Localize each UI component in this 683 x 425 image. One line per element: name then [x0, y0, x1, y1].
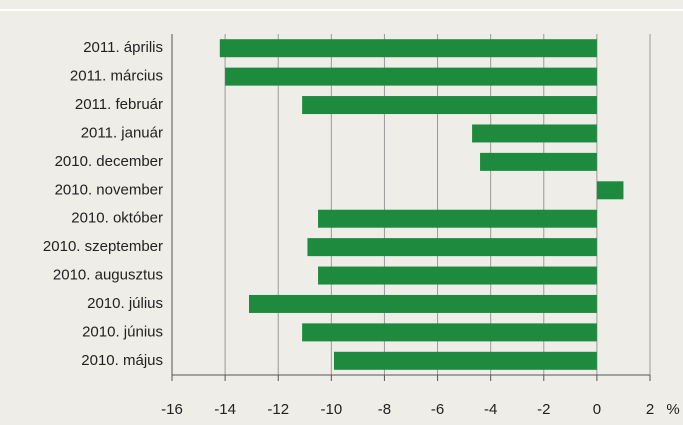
- x-tick-label: -8: [378, 401, 391, 418]
- y-tick-label: 2010. szeptember: [43, 238, 163, 255]
- x-tick-label: -4: [484, 401, 497, 418]
- bar: [249, 294, 597, 313]
- x-tick-label: -10: [320, 401, 342, 418]
- x-axis-label: %: [666, 401, 679, 418]
- bar: [302, 96, 597, 115]
- y-tick-label: 2010. május: [81, 352, 163, 369]
- bar: [318, 266, 597, 285]
- y-tick-label: 2010. december: [55, 153, 163, 170]
- bar: [219, 39, 597, 58]
- y-tick-label: 2010. június: [82, 323, 163, 340]
- bar: [302, 323, 597, 342]
- x-tick-label: -16: [161, 401, 183, 418]
- bar: [307, 238, 597, 257]
- y-tick-label: 2011. április: [83, 39, 163, 56]
- x-tick-label: -2: [537, 401, 550, 418]
- bar: [333, 351, 597, 370]
- bar: [480, 152, 597, 171]
- y-tick-label: 2011. február: [75, 96, 163, 113]
- y-tick-label: 2010. október: [71, 210, 163, 227]
- x-tick-label: -12: [267, 401, 289, 418]
- x-tick-label: 2: [646, 401, 654, 418]
- y-tick-label: 2011. március: [70, 68, 163, 85]
- x-tick-label: -14: [214, 401, 236, 418]
- bar: [225, 67, 597, 86]
- bar: [596, 181, 624, 200]
- y-tick-label: 2011. január: [81, 124, 163, 141]
- bar: [472, 124, 597, 143]
- y-tick-label: 2010. július: [87, 295, 163, 312]
- y-tick-label: 2010. november: [55, 181, 163, 198]
- y-tick-label: 2010. augusztus: [53, 267, 163, 284]
- x-tick-label: 0: [593, 401, 601, 418]
- bar: [318, 209, 597, 228]
- x-tick-label: -6: [431, 401, 444, 418]
